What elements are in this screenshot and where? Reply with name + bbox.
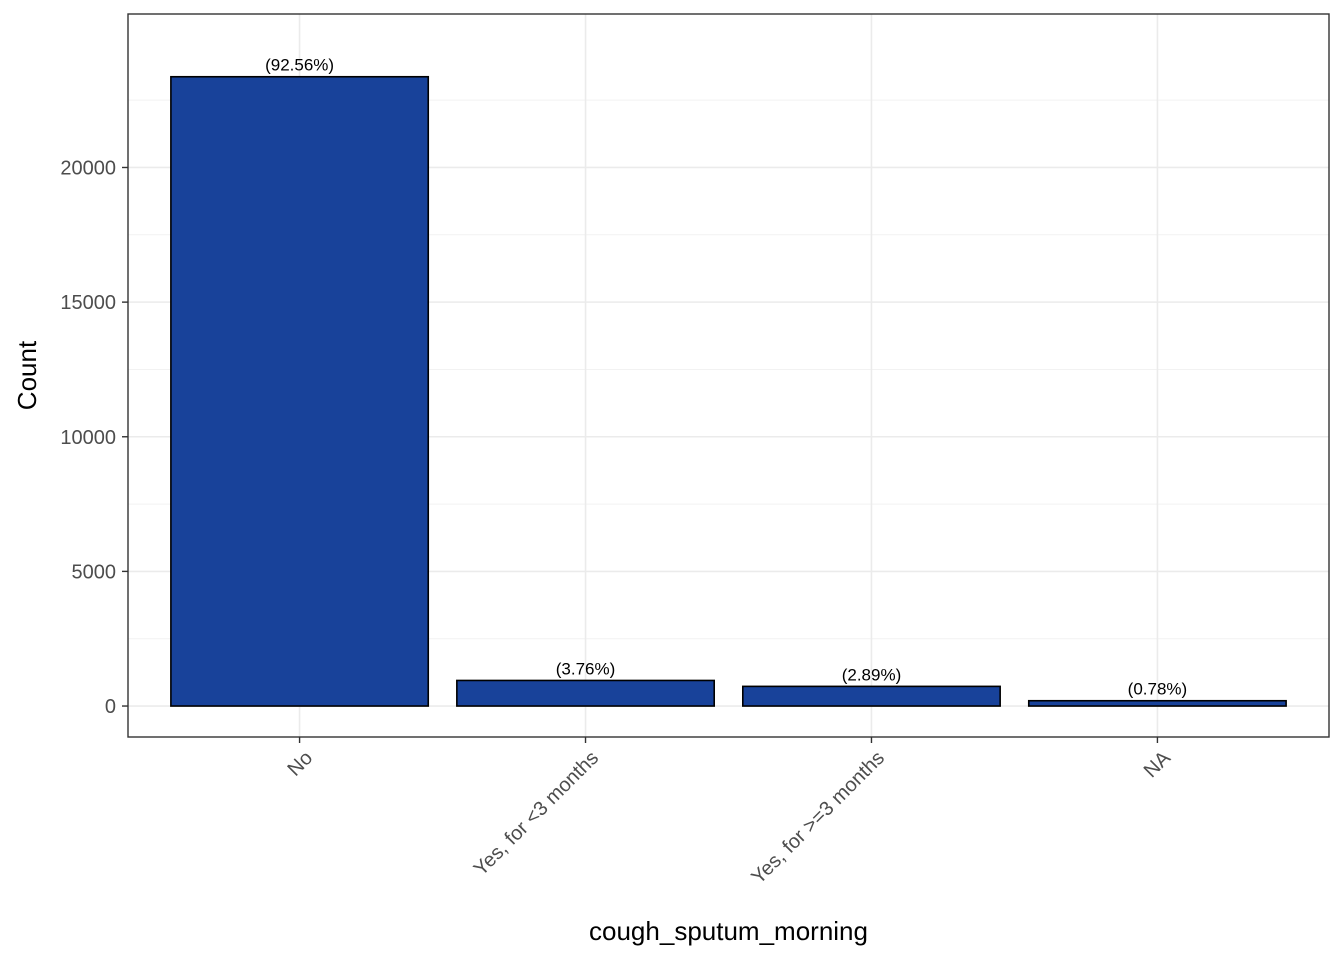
y-tick-label: 5000 (72, 561, 117, 583)
y-tick-label: 10000 (60, 427, 116, 449)
bar (1027, 699, 1287, 707)
bar (456, 679, 716, 707)
y-tick-label: 20000 (60, 157, 116, 179)
bar (741, 685, 1001, 707)
bar-data-label: (2.89%) (842, 665, 902, 684)
y-tick-label: 0 (105, 696, 116, 718)
bars (170, 75, 1287, 707)
bar-data-label: (0.78%) (1128, 680, 1188, 699)
y-axis: 0 5000 10000 15000 20000 (60, 157, 128, 718)
panel-border (127, 13, 1330, 738)
y-axis-title: Count (12, 340, 42, 410)
x-axis-title: cough_sputum_morning (589, 916, 868, 946)
bar-data-label: (92.56%) (265, 56, 334, 75)
bar-data-label: (3.76%) (556, 659, 616, 678)
bar (170, 75, 430, 707)
y-tick-label: 15000 (60, 292, 116, 314)
data-labels: (92.56%) (3.76%) (2.89%) (0.78%) (265, 56, 1187, 699)
